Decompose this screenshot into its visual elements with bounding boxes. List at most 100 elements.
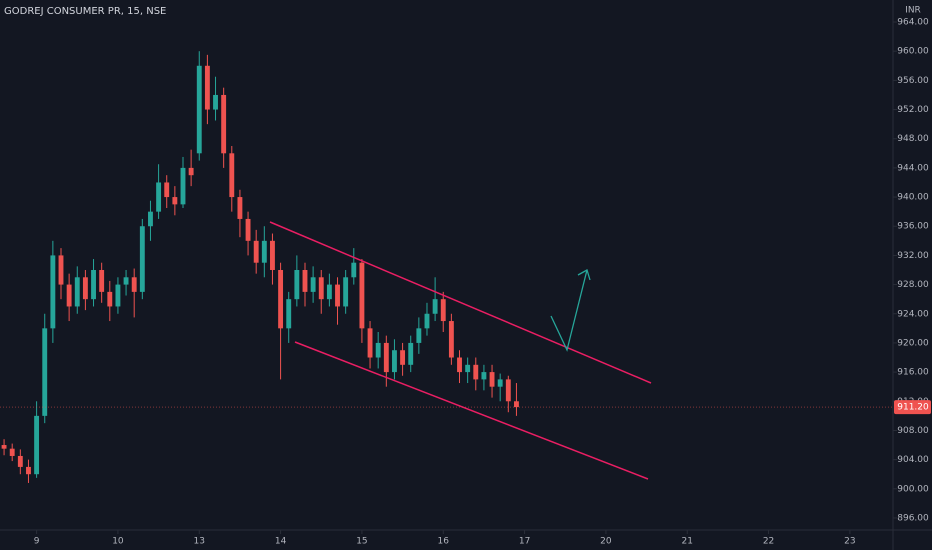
candle-body [270,240,275,270]
channel-lower [294,341,649,480]
last-price-label: 911.20 [897,403,929,413]
candle-body [359,262,365,329]
price-tick-label: 928.00 [897,280,929,290]
candle-body [58,255,64,285]
price-tick-label: 960.00 [897,47,929,57]
candle-body [66,284,72,307]
candle-body [473,364,479,380]
candle-body [400,350,406,365]
price-tick-label: 940.00 [897,193,929,203]
candle-body [245,218,251,241]
time-tick-label: 10 [112,537,124,547]
candle-body [505,379,511,402]
candle-body [17,455,23,467]
candle-body [448,321,454,358]
candle-body [50,255,56,329]
candle-body [213,94,218,110]
candle-body [294,269,300,300]
time-tick-label: 21 [682,537,693,547]
price-tick-label: 908.00 [897,426,929,436]
candle-body [188,167,194,176]
price-tick-label: 916.00 [897,368,929,378]
candle-body [318,277,324,300]
candle-body [156,182,162,212]
candle-body [42,328,48,416]
candle-body [343,277,349,307]
candle-body [457,357,462,373]
candle-body [416,328,422,343]
candle-body [221,94,227,154]
candle-body [326,284,332,300]
candle-body [26,466,31,475]
candle-body [432,299,438,314]
candle-body [383,342,389,373]
candle-body [139,226,145,292]
candle-body [107,291,113,307]
candle-body [351,262,357,278]
candle-body [253,240,259,263]
time-tick-label: 14 [275,537,287,547]
candle-body [229,153,235,198]
candle-body [335,284,340,307]
price-tick-label: 920.00 [897,338,929,348]
candle-body [424,313,430,329]
time-tick-label: 16 [438,537,450,547]
candle-body [286,299,292,329]
candle-body [148,211,153,227]
candle-body [408,342,414,365]
candle-body [375,342,381,358]
candle-body [82,277,88,300]
time-tick-label: 22 [763,537,774,547]
price-tick-label: 964.00 [897,18,929,28]
candle-body [131,277,137,292]
candle-body [74,277,80,307]
candle-body [99,269,105,292]
candle-body [172,197,178,205]
price-tick-label: 956.00 [897,76,929,86]
time-tick-label: 9 [34,537,40,547]
price-tick-label: 948.00 [897,134,929,144]
last-price-box [894,400,931,415]
price-tick-label: 904.00 [897,455,929,465]
candle-body [34,415,40,475]
currency-label: INR [905,6,921,16]
candles [1,51,519,483]
candle-body [261,240,267,263]
time-tick-label: 20 [600,537,612,547]
candle-body [278,269,284,329]
candle-body [91,269,96,300]
candle-body [302,269,308,292]
candle-body [115,284,121,307]
candle-body [1,445,7,449]
arrow-head [577,269,591,281]
candle-body [367,328,373,358]
candle-body [237,197,243,219]
candle-body [489,372,495,387]
candle-body [310,277,316,292]
time-tick-label: 13 [194,537,205,547]
candle-body [481,372,487,380]
time-tick-label: 23 [844,537,855,547]
candle-body [204,65,210,110]
candle-body [497,379,503,387]
candle-body [514,401,519,408]
price-tick-label: 924.00 [897,309,929,319]
price-tick-label: 944.00 [897,163,929,173]
chart-title: GODREJ CONSUMER PR, 15, NSE [4,6,166,17]
candle-body [180,167,186,205]
price-tick-label: 952.00 [897,105,929,115]
time-tick-label: 17 [519,537,530,547]
candle-body [196,65,202,154]
time-tick-label: 15 [356,537,367,547]
candle-body [9,448,15,456]
candle-body [123,277,129,285]
price-tick-label: 932.00 [897,251,929,261]
channel-upper [269,221,652,384]
candle-body [392,350,397,373]
price-tick-label: 896.00 [897,513,929,523]
projection-arrow [550,269,588,352]
price-tick-label: 936.00 [897,222,929,232]
